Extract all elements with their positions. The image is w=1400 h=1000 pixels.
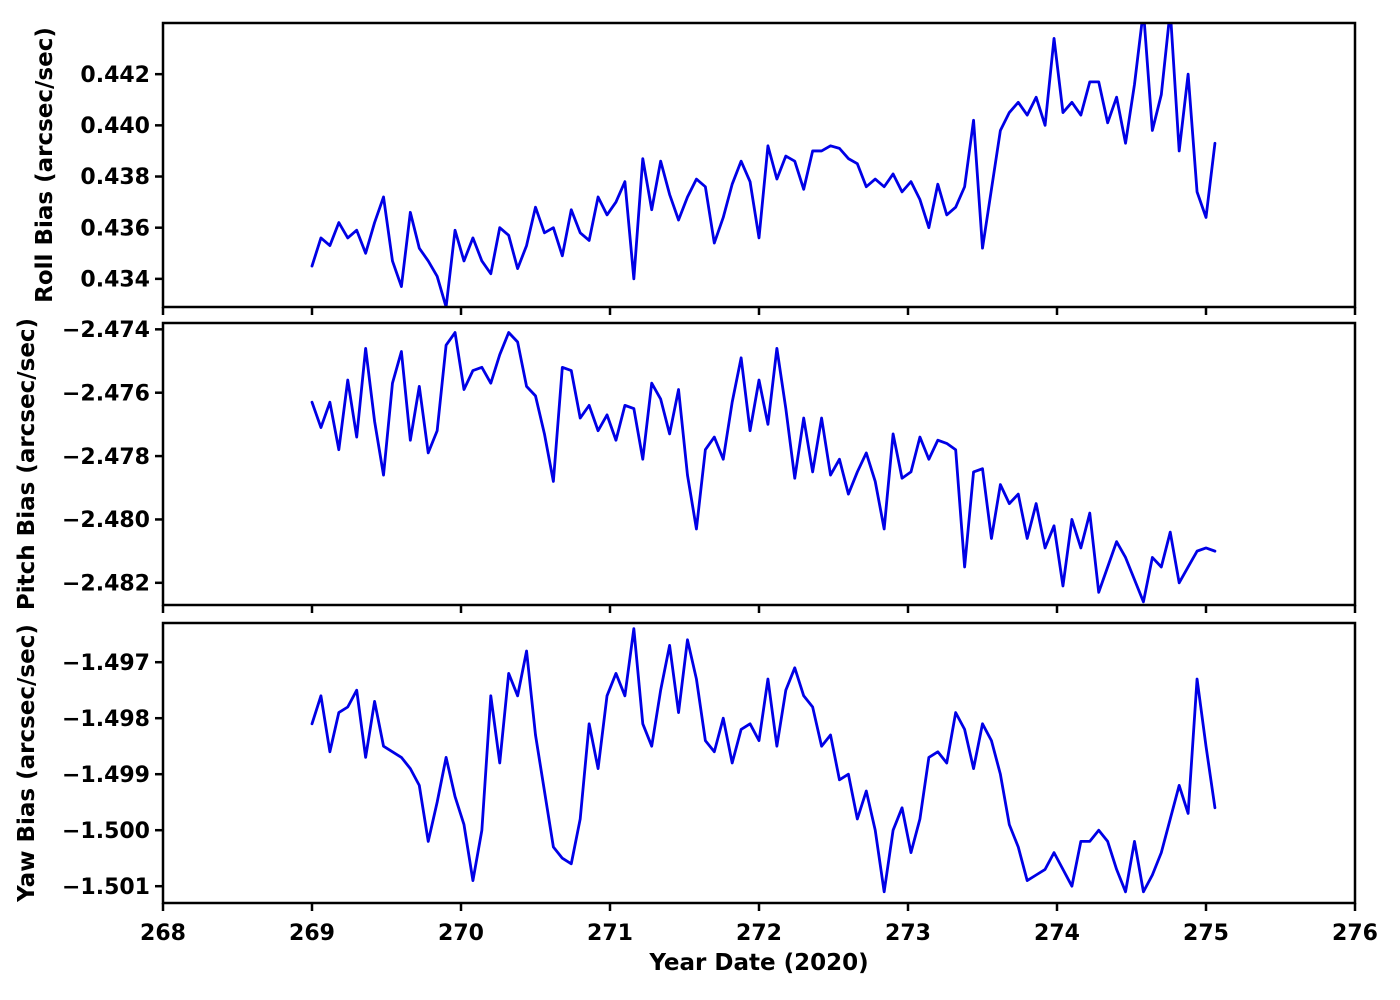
- yaw-bias-panel: −1.497 −1.498 −1.499 −1.500 −1.501 Yaw Bias (…: [14, 621, 1357, 911]
- xtick-label: 275: [1183, 921, 1229, 946]
- yaw-bias-ylabel: Yaw Bias (arcsec/sec): [14, 624, 40, 903]
- roll-bias-ytick-label: 0.442: [80, 63, 150, 88]
- yaw-bias-ytick-label: −1.498: [62, 707, 150, 732]
- pitch-bias-ylabel: Pitch Bias (arcsec/sec): [14, 318, 40, 610]
- roll-bias-frame: [161, 21, 1357, 309]
- xtick-label: 272: [736, 921, 782, 946]
- roll-bias-ytick-label: 0.440: [80, 114, 150, 139]
- xlabel: Year Date (2020): [648, 950, 868, 976]
- pitch-bias-panel: −2.474 −2.476 −2.478 −2.480 −2.482 Pitch Bias…: [14, 318, 1357, 613]
- xtick-label: 273: [885, 921, 931, 946]
- xtick-label: 269: [289, 921, 335, 946]
- yaw-bias-ytick-label: −1.500: [62, 819, 150, 844]
- pitch-bias-ytick-label: −2.482: [62, 572, 150, 597]
- xtick-label: 276: [1332, 921, 1378, 946]
- pitch-bias-ytick-label: −2.478: [62, 445, 150, 470]
- yaw-bias-ytick-label: −1.499: [62, 763, 150, 788]
- xtick-label: 270: [438, 921, 484, 946]
- roll-bias-line: [310, 23, 1217, 307]
- roll-bias-ytick-label: 0.438: [80, 165, 150, 190]
- yaw-bias-frame: [161, 621, 1357, 905]
- yaw-bias-line: [310, 627, 1217, 894]
- pitch-bias-ytick-label: −2.476: [62, 381, 150, 406]
- yaw-bias-ytick-label: −1.497: [62, 651, 150, 676]
- pitch-bias-ytick-label: −2.480: [62, 508, 150, 533]
- x-axis: 268 269 270 271 272 273 274 275 276 Year Date (20…: [140, 921, 1378, 976]
- xtick-label: 271: [587, 921, 633, 946]
- roll-bias-ytick-label: 0.436: [80, 216, 150, 241]
- xtick-label: 268: [140, 921, 186, 946]
- roll-bias-panel: 0.434 0.436 0.438 0.440 0.442 Roll Bias (arcs…: [32, 21, 1357, 315]
- roll-bias-ylabel: Roll Bias (arcsec/sec): [32, 27, 58, 303]
- pitch-bias-ytick-label: −2.474: [62, 318, 150, 343]
- yaw-bias-ytick-label: −1.501: [62, 875, 150, 900]
- xtick-label: 274: [1034, 921, 1080, 946]
- roll-bias-ytick-label: 0.434: [80, 268, 150, 293]
- pitch-bias-line: [310, 331, 1217, 604]
